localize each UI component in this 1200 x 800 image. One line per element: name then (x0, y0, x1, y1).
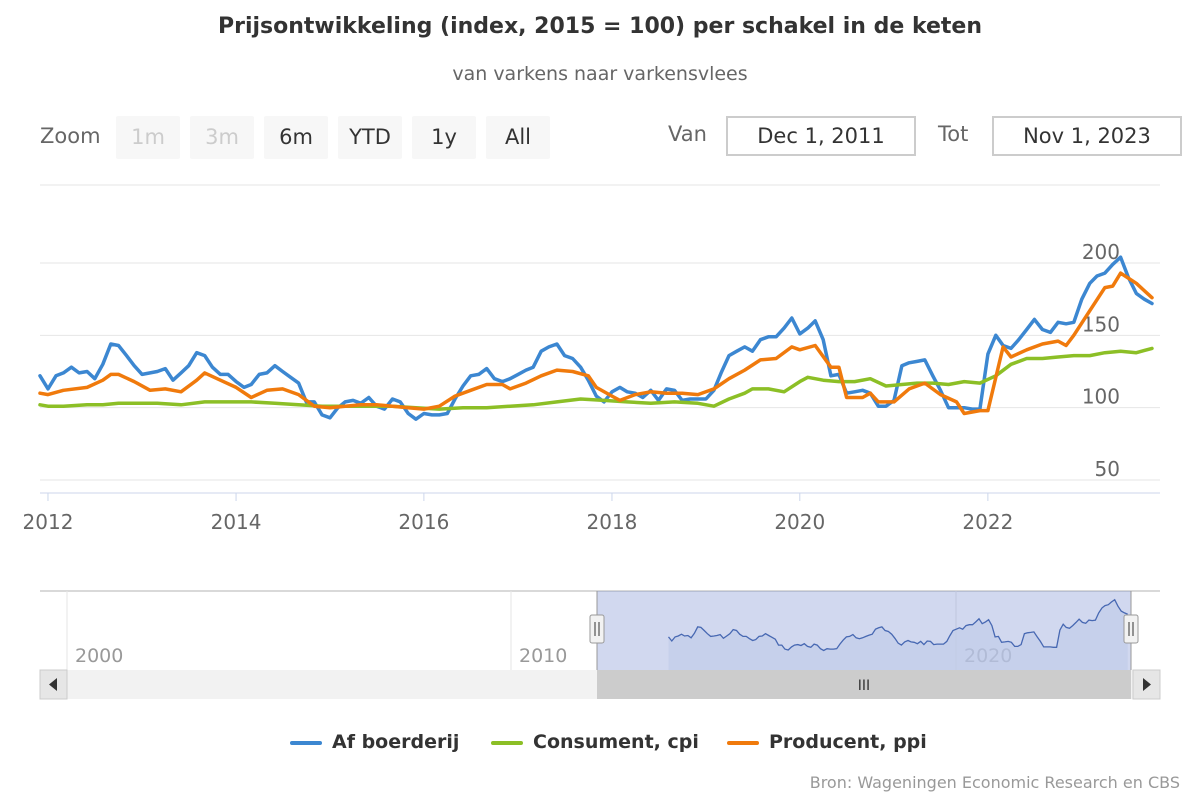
scrollbar[interactable]: III (39, 669, 1161, 700)
legend-line-consument-cpi (491, 741, 523, 745)
legend-line-af-boerderij (290, 741, 322, 745)
legend-label-consument-cpi: Consument, cpi (533, 731, 699, 753)
x-tick-label: 2016 (398, 510, 449, 534)
chart-title: Prijsontwikkeling (index, 2015 = 100) pe… (217, 14, 983, 39)
from-date-label: Van (668, 122, 707, 146)
arrow-left-icon (49, 678, 57, 691)
navigator-label-2010: 2010 (519, 645, 567, 667)
range-button-1y[interactable]: 1y (412, 116, 476, 159)
range-button-1m[interactable]: 1m (116, 116, 180, 159)
range-button-all[interactable]: All (486, 116, 550, 159)
scrollbar-thumb[interactable] (597, 670, 1131, 699)
credits: Bron: Wageningen Economic Research en CB… (809, 773, 1180, 792)
x-tick-label: 2012 (23, 510, 74, 534)
y-tick-label: 200 (1082, 240, 1120, 264)
x-tick-label: 2022 (962, 510, 1013, 534)
zoom-label: Zoom (40, 124, 101, 148)
series-lines (38, 255, 1154, 421)
y-tick-label: 50 (1095, 457, 1120, 481)
navigator-handle-right[interactable] (1123, 614, 1139, 644)
chart-subtitle: van varkens naar varkensvlees (452, 63, 748, 85)
navigator-label-2000: 2000 (75, 645, 123, 667)
navigator-selected-range[interactable] (597, 591, 1131, 670)
x-axis-labels: 2012 2014 2016 2018 2020 2022 (23, 493, 1013, 534)
range-button-6m[interactable]: 6m (264, 116, 328, 159)
legend: Af boerderij Consument, cpi Producent, p… (0, 730, 1200, 756)
navigator-series-area (668, 599, 1128, 670)
x-tick-label: 2020 (774, 510, 825, 534)
to-date-label: Tot (938, 122, 969, 146)
legend-label-af-boerderij: Af boerderij (332, 731, 460, 753)
navigator-series-line (667, 598, 1128, 652)
range-button-ytd[interactable]: YTD (338, 116, 402, 159)
navigator[interactable]: 2000 2010 2020 (40, 590, 1160, 670)
y-tick-label: 100 (1082, 385, 1120, 409)
arrow-right-icon (1143, 678, 1151, 691)
scrollbar-grip-icon: III (858, 678, 870, 694)
grid-lines (40, 184, 1160, 494)
x-tick-label: 2018 (587, 510, 638, 534)
legend-line-producent-ppi (727, 741, 759, 745)
series-line-producent-ppi[interactable] (38, 271, 1154, 416)
navigator-handle-left[interactable] (589, 614, 605, 644)
range-button-3m[interactable]: 3m (190, 116, 254, 159)
to-date-input[interactable]: Nov 1, 2023 (992, 116, 1182, 156)
series-line-af-boerderij[interactable] (38, 255, 1154, 421)
legend-label-producent-ppi: Producent, ppi (769, 731, 927, 753)
x-tick-label: 2014 (211, 510, 262, 534)
from-date-input[interactable]: Dec 1, 2011 (726, 116, 916, 156)
